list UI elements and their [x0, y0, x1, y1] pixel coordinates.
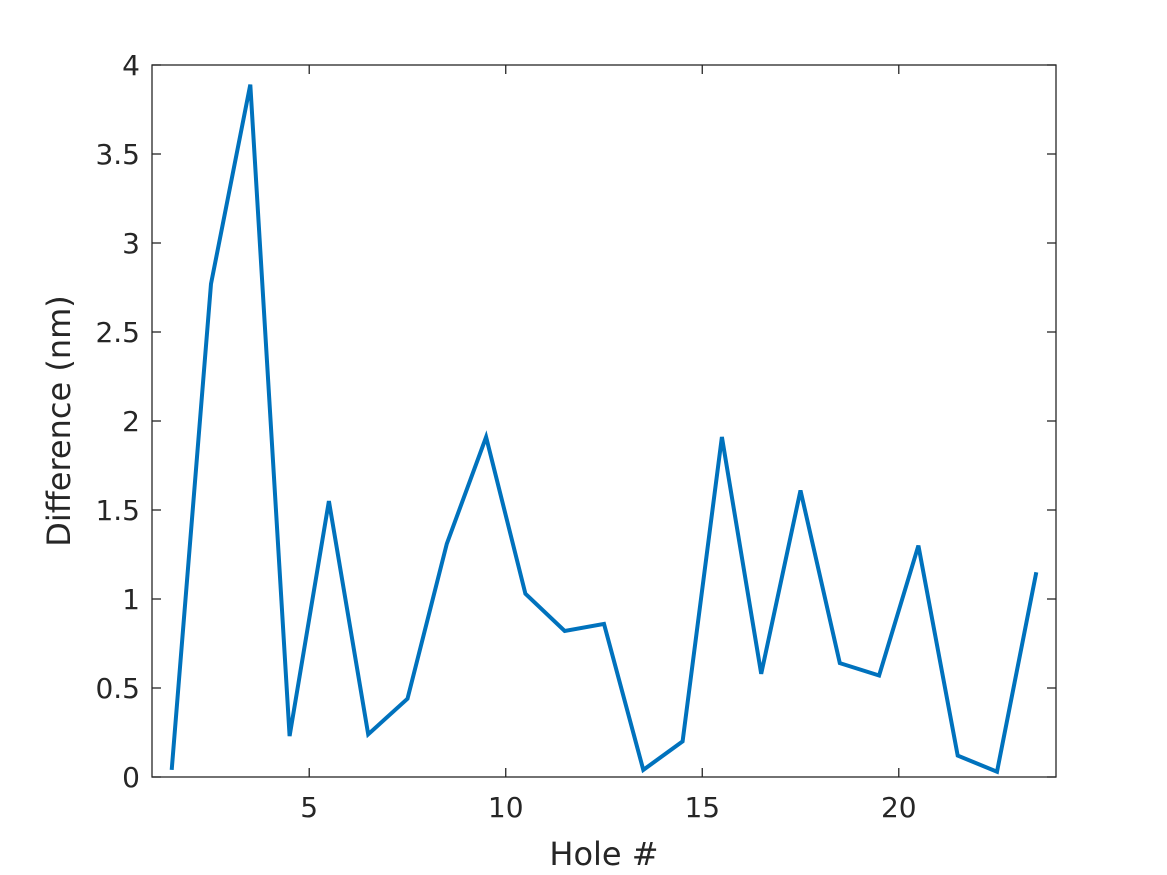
x-tick-label: 5 [300, 791, 318, 824]
series-line [169, 84, 1039, 775]
y-tick-label: 2.5 [95, 316, 140, 349]
y-tick-label: 1.5 [95, 494, 140, 527]
y-tick-label: 3 [122, 227, 140, 260]
x-tick-labels: 5 10 15 20 [300, 791, 916, 824]
y-axis-label: Difference (nm) [40, 295, 78, 547]
x-tick-label: 10 [488, 791, 524, 824]
y-tick-label: 4 [122, 49, 140, 82]
x-tick-label: 20 [881, 791, 917, 824]
y-tick-label: 2 [122, 405, 140, 438]
plot-frame [151, 64, 1057, 778]
x-axis-label: Hole # [549, 835, 658, 873]
y-tick-label: 3.5 [95, 138, 140, 171]
x-tick-label: 15 [684, 791, 720, 824]
y-tick-labels: 0 0.5 1 1.5 2 2.5 3 3.5 4 [95, 49, 140, 794]
series-layer [169, 84, 1039, 775]
y-tick-label: 0 [122, 761, 140, 794]
y-tick-label: 1 [122, 583, 140, 616]
y-tick-label: 0.5 [95, 672, 140, 705]
